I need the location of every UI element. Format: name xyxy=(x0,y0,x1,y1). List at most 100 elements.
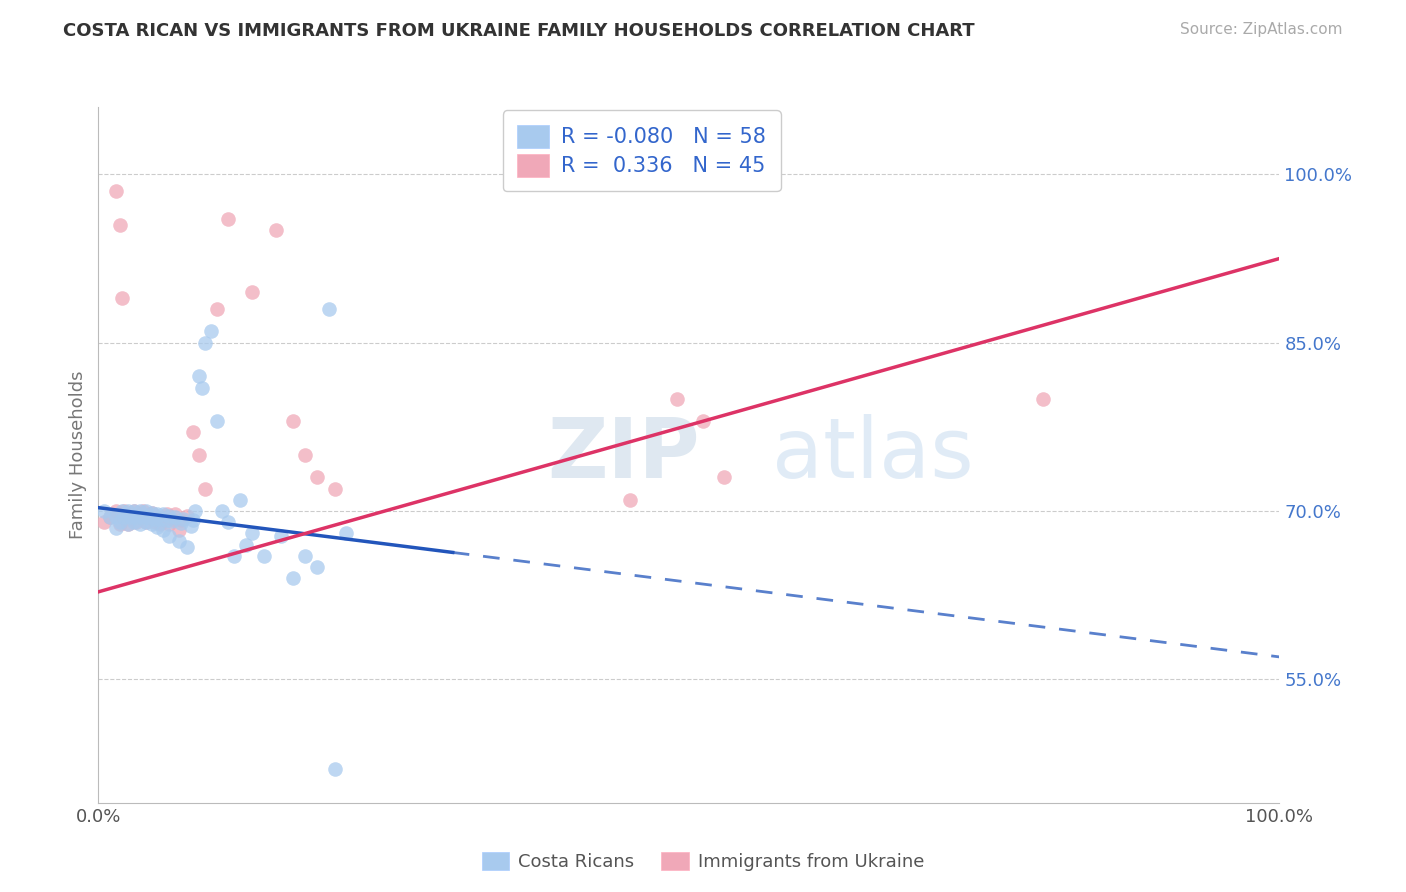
Point xyxy=(217,212,239,227)
Point xyxy=(146,508,169,522)
Point xyxy=(253,549,276,563)
Point xyxy=(224,549,246,563)
Point xyxy=(167,523,190,537)
Point xyxy=(132,509,155,524)
Point xyxy=(619,492,641,507)
Point xyxy=(235,538,257,552)
Point xyxy=(112,509,135,524)
Point xyxy=(211,504,233,518)
Point xyxy=(180,518,202,533)
Point xyxy=(283,414,305,428)
Point xyxy=(167,534,190,549)
Point xyxy=(93,504,115,518)
Point xyxy=(135,515,157,529)
Point xyxy=(305,560,328,574)
Point xyxy=(128,509,150,524)
Point xyxy=(181,425,204,440)
Point xyxy=(160,512,183,526)
Point xyxy=(323,482,346,496)
Point xyxy=(136,509,159,524)
Point xyxy=(666,392,689,406)
Point xyxy=(1032,392,1054,406)
Point xyxy=(157,508,180,523)
Point xyxy=(111,509,134,524)
Point xyxy=(141,506,163,520)
Point xyxy=(172,512,194,526)
Point xyxy=(229,492,252,507)
Point xyxy=(152,512,174,526)
Legend: Costa Ricans, Immigrants from Ukraine: Costa Ricans, Immigrants from Ukraine xyxy=(475,845,931,879)
Point xyxy=(112,504,135,518)
Point xyxy=(141,517,163,532)
Point xyxy=(108,218,131,232)
Point xyxy=(205,301,228,316)
Point xyxy=(270,529,292,543)
Point xyxy=(323,762,346,776)
Point xyxy=(240,526,263,541)
Point xyxy=(305,470,328,484)
Point xyxy=(157,517,180,532)
Point xyxy=(105,521,128,535)
Point xyxy=(143,512,166,526)
Point xyxy=(294,549,316,563)
Point xyxy=(117,517,139,532)
Text: ZIP: ZIP xyxy=(547,415,700,495)
Point xyxy=(132,504,155,518)
Point xyxy=(187,448,209,462)
Point xyxy=(105,184,128,198)
Point xyxy=(143,515,166,529)
Point xyxy=(194,482,217,496)
Point xyxy=(217,515,239,529)
Point xyxy=(111,291,134,305)
Point xyxy=(108,515,131,529)
Point xyxy=(128,517,150,532)
Point xyxy=(122,515,145,529)
Point xyxy=(160,514,183,528)
Point xyxy=(125,509,148,524)
Point xyxy=(294,448,316,462)
Text: Source: ZipAtlas.com: Source: ZipAtlas.com xyxy=(1180,22,1343,37)
Point xyxy=(283,571,305,585)
Point xyxy=(264,223,287,237)
Point xyxy=(149,512,172,526)
Point xyxy=(149,517,172,532)
Point xyxy=(152,508,174,522)
Point xyxy=(135,515,157,529)
Point xyxy=(170,516,193,531)
Point xyxy=(335,526,357,541)
Point xyxy=(146,509,169,524)
Point xyxy=(191,381,214,395)
Point xyxy=(187,369,209,384)
Point xyxy=(165,509,187,524)
Point xyxy=(136,509,159,524)
Point xyxy=(105,509,128,524)
Point xyxy=(176,508,198,523)
Point xyxy=(156,513,179,527)
Point xyxy=(156,508,179,522)
Point xyxy=(141,506,163,520)
Point xyxy=(318,301,340,316)
Point xyxy=(170,513,193,527)
Point xyxy=(98,509,121,524)
Point xyxy=(122,504,145,518)
Point xyxy=(108,517,131,532)
Point xyxy=(146,520,169,534)
Point xyxy=(111,504,134,518)
Point xyxy=(98,509,121,524)
Point xyxy=(692,414,714,428)
Point xyxy=(125,515,148,529)
Point xyxy=(121,509,143,524)
Point xyxy=(117,504,139,518)
Point xyxy=(184,504,207,518)
Point xyxy=(713,470,735,484)
Point xyxy=(117,517,139,532)
Point xyxy=(105,504,128,518)
Point xyxy=(128,504,150,518)
Point xyxy=(93,515,115,529)
Point xyxy=(135,504,157,518)
Point xyxy=(176,540,198,554)
Point xyxy=(240,285,263,300)
Point xyxy=(181,513,204,527)
Text: COSTA RICAN VS IMMIGRANTS FROM UKRAINE FAMILY HOUSEHOLDS CORRELATION CHART: COSTA RICAN VS IMMIGRANTS FROM UKRAINE F… xyxy=(63,22,974,40)
Point xyxy=(152,523,174,537)
